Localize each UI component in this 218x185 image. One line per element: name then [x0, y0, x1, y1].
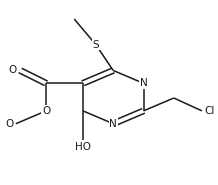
Text: O: O — [5, 119, 14, 129]
Text: O: O — [42, 106, 50, 116]
Text: HO: HO — [75, 142, 91, 152]
Text: Cl: Cl — [204, 106, 215, 116]
Text: O: O — [9, 65, 17, 75]
Text: N: N — [109, 119, 117, 129]
Text: N: N — [140, 78, 147, 88]
Text: S: S — [93, 40, 99, 50]
